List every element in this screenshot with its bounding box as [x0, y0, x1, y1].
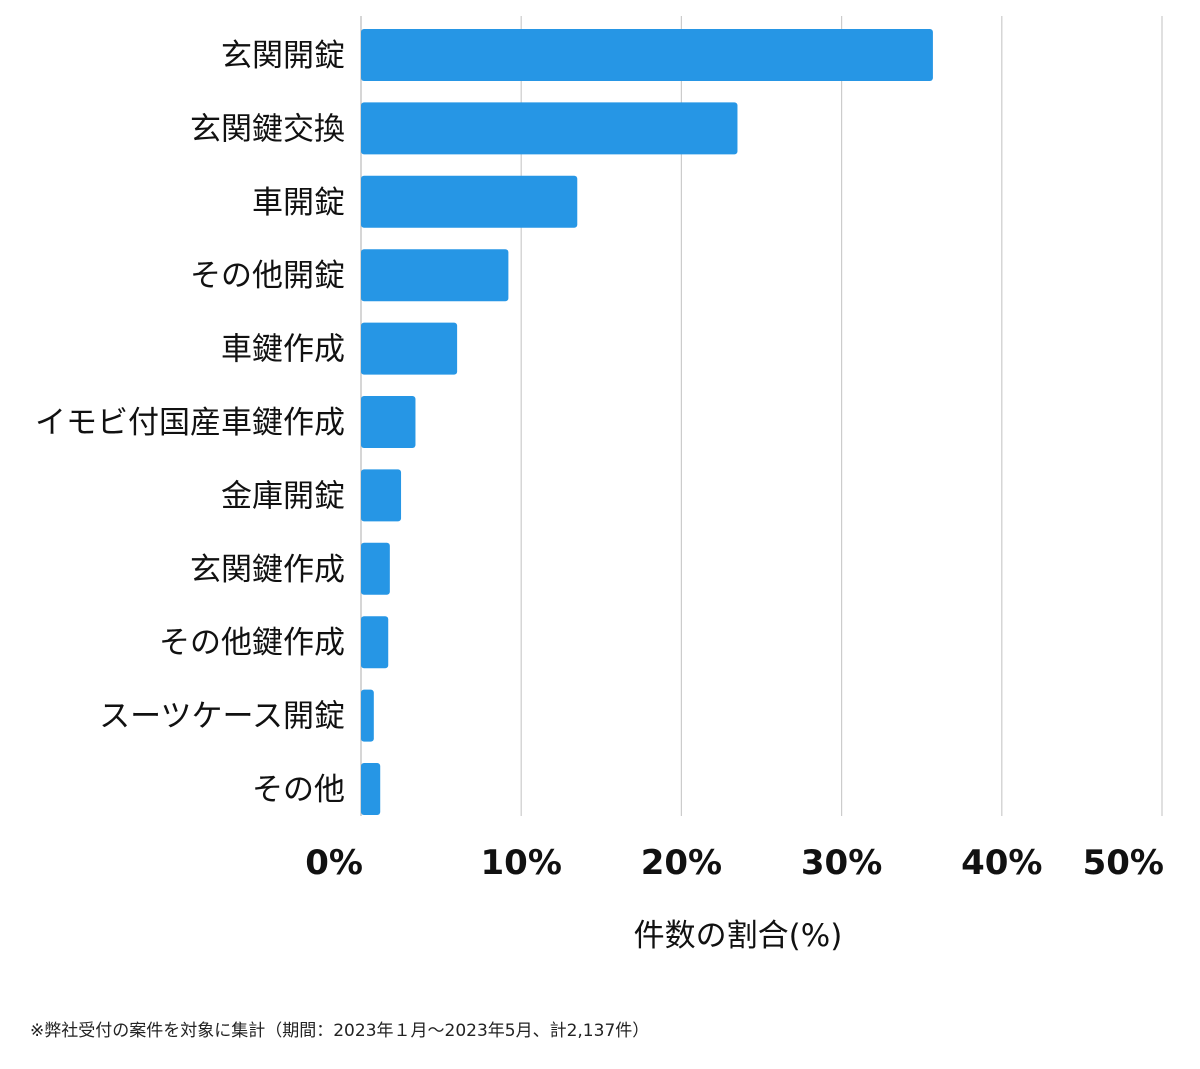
- bar: [361, 689, 374, 742]
- category-labels: 玄関開錠玄関鍵交換車開錠その他開錠車鍵作成イモビ付国産車鍵作成金庫開錠玄関鍵作成…: [35, 38, 345, 808]
- category-label: 車鍵作成: [221, 332, 345, 368]
- category-label: その他鍵作成: [159, 625, 345, 661]
- x-tick-label: 0%: [305, 843, 363, 883]
- x-tick-label: 10%: [481, 843, 562, 883]
- category-label: その他: [252, 772, 345, 808]
- bar: [361, 763, 381, 815]
- bar: [361, 249, 509, 302]
- bar-chart: 玄関開錠玄関鍵交換車開錠その他開錠車鍵作成イモビ付国産車鍵作成金庫開錠玄関鍵作成…: [35, 16, 1164, 954]
- bar: [361, 102, 738, 155]
- bar: [361, 616, 389, 669]
- x-tick-label: 40%: [961, 843, 1042, 883]
- category-label: 玄関鍵交換: [190, 111, 345, 147]
- x-tick-label: 20%: [641, 843, 722, 883]
- bar: [361, 542, 390, 595]
- bar: [361, 29, 933, 81]
- category-label: 車開錠: [252, 185, 345, 221]
- bar: [361, 175, 578, 228]
- x-tick-label: 50%: [1083, 843, 1164, 883]
- x-tick-label: 30%: [801, 843, 882, 883]
- category-label: その他開錠: [190, 258, 345, 294]
- x-axis-title: 件数の割合(%): [634, 918, 843, 954]
- category-label: イモビ付国産車鍵作成: [35, 405, 345, 441]
- category-label: 玄関開錠: [221, 38, 345, 74]
- bars: [361, 29, 933, 815]
- bar: [361, 396, 416, 448]
- category-label: スーツケース開錠: [99, 699, 345, 735]
- x-tick-labels: 0% 10% 20% 30% 40% 50%: [305, 843, 1164, 883]
- category-label: 玄関鍵作成: [190, 552, 345, 588]
- bar: [361, 322, 458, 375]
- footnote: ※弊社受付の案件を対象に集計（期間：2023年１月〜2023年5月、計2,137…: [30, 1021, 650, 1041]
- category-label: 金庫開錠: [221, 478, 345, 514]
- bar: [361, 469, 402, 522]
